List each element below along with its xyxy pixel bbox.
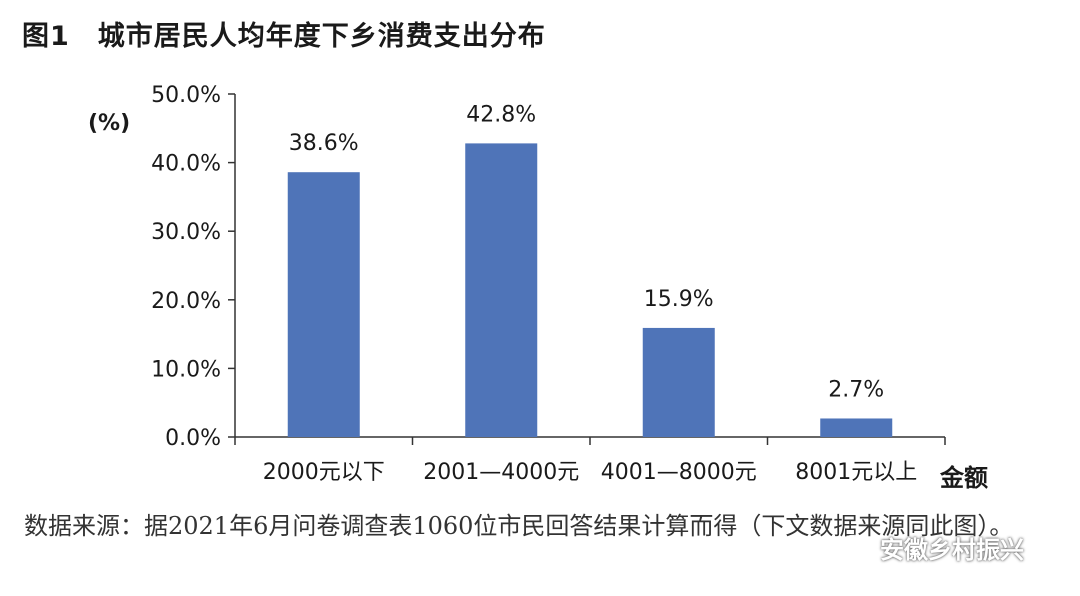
y-axis: 0.0% 10.0% 20.0% 30.0% 40.0% 50.0% — [151, 83, 236, 451]
data-label: 38.6% — [289, 131, 359, 156]
bar-chart: 0.0%10.0%20.0%30.0%40.0%50.0% 2000元以下 200… — [88, 83, 988, 492]
wechat-icon — [840, 534, 873, 560]
bar — [642, 327, 715, 437]
y-tick-label: 10.0% — [151, 357, 221, 382]
x-tick-label: 2001—4000元 — [423, 460, 579, 485]
data-label: 15.9% — [644, 287, 714, 312]
bars — [287, 143, 893, 438]
y-tick-label: 40.0% — [151, 152, 221, 177]
y-tick-label: 20.0% — [151, 289, 221, 314]
y-tick-label: 50.0% — [151, 83, 221, 108]
watermark-text: 安徽乡村振兴 — [880, 536, 1024, 564]
x-tick-label: 4001—8000元 — [601, 460, 757, 485]
data-labels: 38.6% 42.8% 15.9% 2.7% — [289, 102, 884, 402]
y-tick-label: 30.0% — [151, 220, 221, 245]
bar — [820, 418, 893, 437]
bar — [287, 172, 360, 438]
y-tick-label: 0.0% — [165, 426, 221, 451]
x-axis: 2000元以下 2001—4000元 4001—8000元 8001元以上 — [234, 436, 946, 485]
figure-number: 图1 — [22, 21, 70, 52]
x-tick-label: 2000元以下 — [263, 460, 385, 485]
figure-title-text: 城市居民人均年度下乡消费支出分布 — [97, 21, 546, 52]
watermark: 安徽乡村振兴 — [840, 530, 1024, 565]
y-axis-label: (%) — [88, 111, 130, 136]
data-label: 2.7% — [828, 377, 884, 402]
bar — [465, 143, 538, 437]
data-label: 42.8% — [466, 102, 536, 127]
x-tick-label: 8001元以上 — [795, 460, 917, 485]
x-axis-label: 金额 — [939, 464, 988, 492]
figure-title: 图1 城市居民人均年度下乡消费支出分布 — [22, 14, 546, 53]
